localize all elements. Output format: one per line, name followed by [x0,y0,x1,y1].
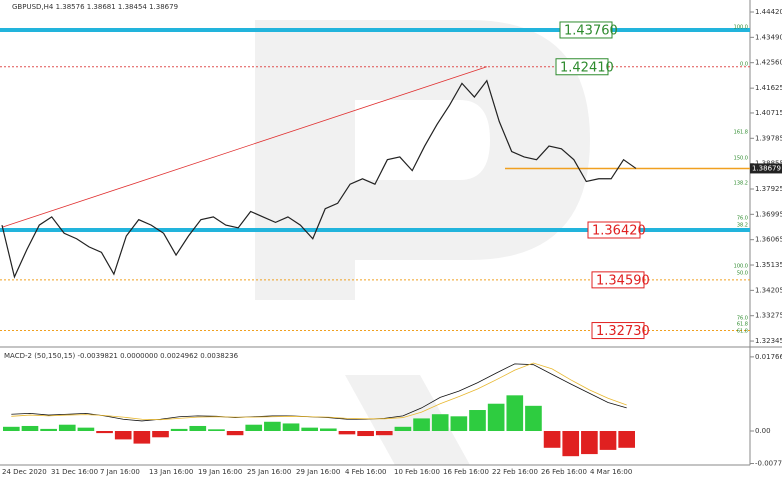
histogram-bar [599,431,617,450]
histogram-bar [3,426,20,432]
y-tick-label: 1.43490 [755,33,782,41]
histogram-bar [114,431,132,440]
fib-label: 61.8 [737,322,748,328]
histogram-bar [170,428,188,432]
level-label: 1.34590 [596,273,650,288]
fib-label: 100.0 [734,263,748,269]
fib-label: 150.0 [734,156,748,162]
trend-line [1,66,487,228]
histogram-bar [189,425,207,432]
histogram-bar [487,403,505,432]
histogram-bar [133,431,151,444]
fib-label: 138.2 [734,181,748,187]
level-label: 1.36420 [592,224,646,239]
macd-title: MACD-2 (50,150,15) -0.0039821 0.0000000 … [4,352,239,360]
histogram-bar [413,418,430,432]
y-tick-label: 1.37925 [755,185,782,193]
x-tick-label: 25 Jan 16:00 [247,468,291,476]
y-tick-label: 1.33275 [755,312,782,320]
x-tick-label: 7 Jan 16:00 [100,468,140,476]
histogram-bar [77,427,95,432]
chart-title: GBPUSD,H4 1.38576 1.38681 1.38454 1.3867… [12,3,178,11]
level-label-box [555,58,609,76]
histogram-bar [618,431,635,448]
level-label-box [591,322,645,340]
histogram-bar [320,428,337,432]
histogram-bar [581,431,598,455]
histogram-bar [543,431,561,448]
y-tick-label: 1.39785 [755,134,782,142]
histogram-bar [562,431,580,457]
y-tick-label: 1.36065 [755,236,782,244]
histogram-bar [301,427,318,432]
x-tick-label: 22 Feb 16:00 [492,468,538,476]
fib-label: 76.0 [737,316,748,322]
histogram-bar [525,405,542,432]
histogram-bar [96,431,113,434]
x-tick-label: 24 Dec 2020 [2,468,47,476]
fib-label: 61.8 [737,329,748,335]
level-label-box [559,21,613,39]
histogram-bar [394,426,412,432]
x-tick-label: 29 Jan 16:00 [296,468,340,476]
y-tick-label: 1.42560 [755,59,782,67]
x-tick-label: 13 Jan 16:00 [149,468,193,476]
y-tick-label: 1.44420 [755,8,782,16]
y-tick-label: 0.0176628 [755,353,782,361]
histogram-bar [506,395,524,432]
fib-label: 38.2 [737,222,748,228]
y-tick-label: -0.0077404 [755,459,782,467]
level-label-box [587,221,641,239]
x-tick-label: 4 Feb 16:00 [345,468,386,476]
x-tick-label: 19 Jan 16:00 [198,468,242,476]
current-price-label: 1.38679 [752,164,781,172]
histogram-bar [58,424,76,432]
histogram-bar [226,431,244,436]
y-tick-label: 1.32345 [755,337,782,345]
y-tick-label: 1.35135 [755,261,782,269]
macd-line [11,362,627,421]
histogram-bar [282,423,300,432]
histogram-bar [245,424,263,432]
y-tick-label: 1.34205 [755,286,782,294]
fib-label: 50.0 [737,271,748,277]
fib-label: 161.8 [734,130,748,136]
fib-label: 100.0 [734,24,748,30]
price-line [1,79,637,279]
histogram-bar [152,431,169,438]
level-label: 1.32730 [596,324,650,339]
x-tick-label: 16 Feb 16:00 [443,468,489,476]
fib-label: 0.0 [740,61,748,67]
histogram-bar [40,428,57,432]
histogram-bar [469,410,486,432]
x-tick-label: 26 Feb 16:00 [541,468,587,476]
histogram-bar [357,431,374,437]
histogram-bar [375,431,393,436]
histogram-bar [431,414,449,432]
y-tick-label: 1.36995 [755,210,782,218]
histogram-bar [208,429,225,432]
histogram-bar [338,431,356,435]
fib-label: 76.0 [737,216,748,222]
histogram-bar [264,421,281,432]
level-label: 1.42410 [560,60,614,75]
y-tick-label: 1.40715 [755,109,782,117]
x-tick-label: 4 Mar 16:00 [590,468,632,476]
histogram-bar [21,425,39,432]
level-label-box [591,271,645,289]
x-tick-label: 31 Dec 16:00 [51,468,98,476]
histogram-bar [450,416,468,432]
y-tick-label: 1.41625 [755,84,782,92]
level-label: 1.43760 [564,23,618,38]
x-tick-label: 10 Feb 16:00 [394,468,440,476]
y-tick-label: 0.00 [755,427,771,435]
current-price-box [750,163,782,174]
